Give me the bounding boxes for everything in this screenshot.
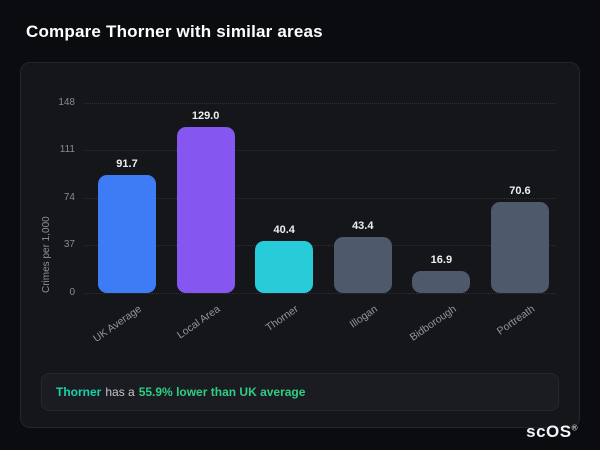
page-title: Compare Thorner with similar areas [26, 22, 323, 41]
y-axis-label: Crimes per 1,000 [41, 216, 52, 293]
bar-portreath[interactable] [490, 202, 549, 293]
gridline [84, 197, 555, 199]
y-tick-label: 148 [58, 96, 75, 108]
bar-value-label: 16.9 [430, 254, 453, 267]
bar-value-label: 43.4 [352, 220, 374, 233]
x-axis-label: Bidborough [407, 303, 459, 344]
x-axis-label: Local Area [174, 303, 223, 342]
insight-area-name: Thorner [56, 385, 102, 399]
x-axis-label: Illogan [347, 303, 380, 331]
insight-middle-text: has a [105, 385, 135, 399]
x-axis-label: Thorner [264, 303, 302, 334]
logo-text: scOS [526, 422, 572, 441]
y-tick-label: 74 [63, 191, 75, 203]
bar-slot: 129.0 Local Area [175, 103, 235, 341]
plot-area: 0 37 74 111 148 91.7 UK Average 129.0 Local Are… [54, 97, 559, 345]
registered-mark: ® [571, 423, 578, 433]
bar-value-label: 129.0 [191, 110, 220, 123]
insight-banner: Thorner has a 55.9% lower than UK average [41, 373, 559, 411]
y-tick-label: 37 [63, 239, 75, 250]
gridline [84, 102, 555, 104]
y-tick-label: 111 [59, 144, 75, 155]
y-tick-label: 0 [69, 286, 75, 298]
gridline [84, 150, 555, 151]
bar-illogan[interactable] [333, 237, 392, 293]
gridline [84, 292, 555, 294]
bar-value-label: 91.7 [116, 158, 138, 171]
bar-slot: 16.9 Bidborough [407, 103, 471, 344]
bars: 91.7 UK Average 129.0 Local Area 40.4 Thorner… [91, 103, 549, 345]
x-axis-label: UK Average [91, 303, 144, 345]
bar-slot: 70.6 Portreath [490, 103, 549, 338]
bar-chart: Crimes per 1,000 0 37 74 111 148 91.7 UK Aver… [41, 97, 559, 345]
x-axis-label: Portreath [494, 303, 537, 338]
insight-highlight-text: 55.9% lower than UK average [138, 385, 306, 399]
bar-slot: 43.4 Illogan [333, 103, 392, 331]
chart-card: Crimes per 1,000 0 37 74 111 148 91.7 UK Aver… [20, 62, 580, 428]
bar-thorner[interactable] [255, 241, 314, 293]
bar-slot: 40.4 Thorner [255, 103, 314, 334]
gridline [84, 245, 555, 246]
bar-value-label: 70.6 [509, 185, 531, 198]
bar-local-area[interactable] [176, 127, 235, 293]
bar-uk-average[interactable] [98, 175, 156, 293]
scos-logo: scOS® [526, 422, 578, 442]
bar-value-label: 40.4 [273, 224, 295, 237]
bar-slot: 91.7 UK Average [91, 103, 156, 345]
bar-bidborough[interactable] [412, 271, 471, 293]
